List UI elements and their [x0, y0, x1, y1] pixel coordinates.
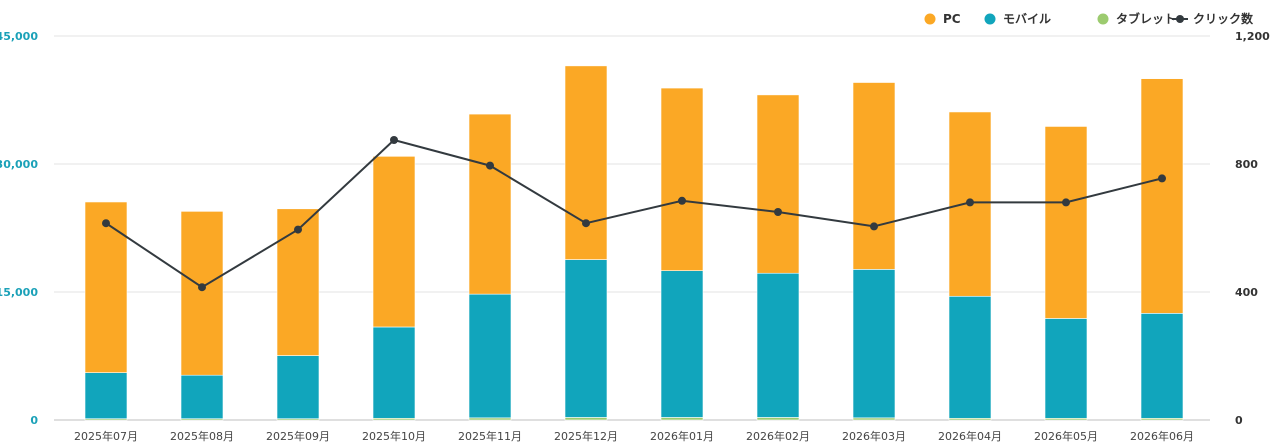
- click-point[interactable]: [102, 219, 110, 228]
- bar-segment[interactable]: [564, 259, 608, 418]
- y-right-tick-label: 800: [1235, 158, 1258, 171]
- x-tick-label: 2025年07月: [74, 429, 138, 443]
- y-right-tick-label: 0: [1235, 414, 1243, 427]
- x-tick-label: 2026年02月: [746, 429, 810, 443]
- legend-item[interactable]: クリック数: [1172, 11, 1254, 26]
- bar-segment[interactable]: [564, 65, 608, 260]
- bar-segment[interactable]: [1044, 126, 1088, 319]
- axes: 0 15,000 30,000 45,000 0 400 800 1,200 2025年07月 2…: [0, 30, 1270, 443]
- click-point[interactable]: [1062, 198, 1070, 207]
- bar-segment[interactable]: [180, 374, 224, 420]
- y-left-tick-label: 45,000: [0, 30, 38, 43]
- bar-segment[interactable]: [1140, 78, 1184, 314]
- bar-segment[interactable]: [372, 326, 416, 419]
- click-point[interactable]: [294, 225, 302, 234]
- legend-swatch: [924, 13, 936, 25]
- y-left-tick-label: 0: [30, 414, 38, 427]
- bar-segment[interactable]: [756, 94, 800, 274]
- legend-label: タブレット: [1116, 11, 1176, 26]
- legend-item[interactable]: タブレット: [1097, 11, 1177, 26]
- click-point[interactable]: [870, 222, 878, 231]
- x-tick-label: 2026年05月: [1034, 429, 1098, 443]
- legend-swatch: [1097, 13, 1109, 25]
- click-line-path: [105, 138, 1163, 289]
- y-left-tick-label: 30,000: [0, 158, 38, 171]
- bar-segment[interactable]: [660, 270, 704, 418]
- bar-segment[interactable]: [84, 372, 128, 420]
- click-point[interactable]: [198, 283, 206, 292]
- legend-swatch: [984, 13, 996, 25]
- bar-segment[interactable]: [1140, 313, 1184, 419]
- bar-segment[interactable]: [372, 156, 416, 328]
- x-tick-label: 2025年08月: [170, 429, 234, 443]
- bar-segment[interactable]: [276, 355, 320, 420]
- grid-lines: [54, 35, 1210, 421]
- x-tick-label: 2025年10月: [362, 429, 426, 443]
- x-tick-label: 2025年09月: [266, 429, 330, 443]
- legend-swatch-dot: [1176, 15, 1184, 23]
- legend-label: PC: [943, 12, 961, 26]
- x-tick-label: 2026年01月: [650, 429, 714, 443]
- legend-label: クリック数: [1193, 11, 1254, 26]
- bar-segment[interactable]: [660, 87, 704, 271]
- bar-segment[interactable]: [852, 269, 896, 419]
- click-line: [102, 136, 1166, 292]
- bar-segment[interactable]: [660, 417, 704, 421]
- bar-segment[interactable]: [948, 295, 992, 419]
- y-right-tick-label: 1,200: [1235, 30, 1270, 43]
- bar-segment[interactable]: [468, 113, 512, 295]
- bar-segment[interactable]: [756, 272, 800, 418]
- click-point[interactable]: [486, 161, 494, 170]
- click-point[interactable]: [1158, 174, 1166, 183]
- x-tick-label: 2026年03月: [842, 429, 906, 443]
- legend-item[interactable]: モバイル: [984, 12, 1052, 26]
- y-left-tick-label: 15,000: [0, 286, 38, 299]
- bar-segment[interactable]: [852, 82, 896, 270]
- bars: [84, 65, 1184, 421]
- x-tick-label: 2026年06月: [1130, 429, 1194, 443]
- y-right-tick-label: 400: [1235, 286, 1258, 299]
- bar-segment[interactable]: [84, 201, 128, 373]
- x-tick-label: 2026年04月: [938, 429, 1002, 443]
- bar-segment[interactable]: [468, 293, 512, 419]
- bar-segment[interactable]: [1044, 318, 1088, 419]
- bar-segment[interactable]: [852, 417, 896, 421]
- x-tick-label: 2025年12月: [554, 429, 618, 443]
- x-tick-label: 2025年11月: [458, 429, 522, 443]
- bar-segment[interactable]: [180, 211, 224, 376]
- legend-label: モバイル: [1003, 12, 1051, 26]
- click-point[interactable]: [582, 219, 590, 228]
- bar-segment[interactable]: [564, 417, 608, 421]
- click-point[interactable]: [774, 208, 782, 216]
- click-point[interactable]: [678, 196, 686, 205]
- legend-item[interactable]: PC: [924, 12, 961, 26]
- legend[interactable]: PC モバイル タブレット クリック数: [924, 11, 1255, 26]
- click-point[interactable]: [966, 198, 974, 207]
- bar-segment[interactable]: [756, 417, 800, 421]
- bar-segment[interactable]: [468, 417, 512, 421]
- click-point[interactable]: [390, 136, 398, 144]
